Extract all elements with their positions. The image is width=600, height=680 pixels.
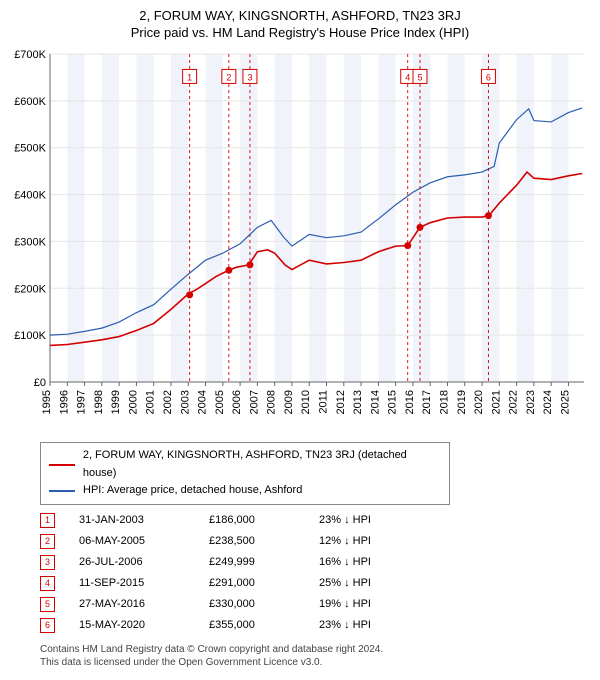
svg-text:2018: 2018 [438,390,450,414]
svg-text:2011: 2011 [318,390,330,414]
sale-price: £186,000 [209,514,319,526]
chart-title: 2, FORUM WAY, KINGSNORTH, ASHFORD, TN23 … [6,8,594,23]
svg-text:1998: 1998 [93,390,105,414]
svg-text:2012: 2012 [335,390,347,414]
svg-text:2023: 2023 [525,390,537,414]
svg-text:2019: 2019 [456,390,468,414]
svg-text:£300K: £300K [14,236,46,248]
svg-text:2003: 2003 [179,390,191,414]
sale-hpi: 12% ↓ HPI [319,535,419,547]
svg-text:2006: 2006 [231,390,243,414]
sale-date: 06-MAY-2005 [79,535,209,547]
svg-text:2002: 2002 [162,390,174,414]
svg-text:2025: 2025 [559,390,571,414]
sale-marker-icon: 1 [40,513,55,528]
sales-row: 4 11-SEP-2015£291,00025% ↓ HPI [40,576,584,591]
sale-marker-icon: 6 [40,618,55,633]
sale-marker-icon: 4 [40,576,55,591]
legend-item: HPI: Average price, detached house, Ashf… [49,482,441,500]
svg-text:2020: 2020 [473,390,485,414]
svg-text:£200K: £200K [14,283,46,295]
svg-text:2004: 2004 [197,390,209,414]
svg-text:2014: 2014 [369,390,381,414]
chart-container: { "title": "2, FORUM WAY, KINGSNORTH, AS… [0,0,600,678]
chart-subtitle: Price paid vs. HM Land Registry's House … [6,25,594,40]
legend-item: 2, FORUM WAY, KINGSNORTH, ASHFORD, TN23 … [49,447,441,482]
svg-text:1995: 1995 [41,390,53,414]
sale-date: 27-MAY-2016 [79,598,209,610]
sale-price: £238,500 [209,535,319,547]
sales-row: 6 15-MAY-2020£355,00023% ↓ HPI [40,618,584,633]
sale-hpi: 23% ↓ HPI [319,514,419,526]
svg-text:1: 1 [187,72,192,82]
svg-text:£100K: £100K [14,330,46,342]
sales-table: 131-JAN-2003£186,00023% ↓ HPI206-MAY-200… [40,513,584,633]
svg-text:2017: 2017 [421,390,433,414]
svg-text:2005: 2005 [214,390,226,414]
svg-text:4: 4 [405,72,410,82]
footnote-line: Contains HM Land Registry data © Crown c… [40,643,584,657]
sale-price: £249,999 [209,556,319,568]
svg-text:2021: 2021 [490,390,502,414]
svg-text:2016: 2016 [404,390,416,414]
svg-text:2024: 2024 [542,390,554,414]
svg-text:£400K: £400K [14,190,46,202]
svg-text:6: 6 [486,72,491,82]
footnote-line: This data is licensed under the Open Gov… [40,656,584,670]
svg-text:2008: 2008 [266,390,278,414]
svg-text:2001: 2001 [145,390,157,414]
svg-text:2000: 2000 [127,390,139,414]
footnote: Contains HM Land Registry data © Crown c… [40,643,584,670]
sale-date: 31-JAN-2003 [79,514,209,526]
sale-price: £291,000 [209,577,319,589]
legend-swatch [49,464,75,466]
sale-marker-icon: 2 [40,534,55,549]
svg-text:2009: 2009 [283,390,295,414]
legend: 2, FORUM WAY, KINGSNORTH, ASHFORD, TN23 … [40,442,450,505]
sales-row: 2 06-MAY-2005£238,50012% ↓ HPI [40,534,584,549]
sale-hpi: 23% ↓ HPI [319,619,419,631]
sales-row: 3 26-JUL-2006£249,99916% ↓ HPI [40,555,584,570]
sale-hpi: 25% ↓ HPI [319,577,419,589]
sale-hpi: 19% ↓ HPI [319,598,419,610]
svg-text:1997: 1997 [76,390,88,414]
sale-date: 26-JUL-2006 [79,556,209,568]
legend-swatch [49,490,75,491]
svg-text:2015: 2015 [387,390,399,414]
svg-text:£0: £0 [34,377,46,389]
svg-text:2: 2 [226,72,231,82]
sale-marker-icon: 5 [40,597,55,612]
svg-text:1999: 1999 [110,390,122,414]
price-chart-svg: £0 £100K £200K £300K £400K £500K £600K £700K 199… [6,48,592,428]
legend-label: HPI: Average price, detached house, Ashf… [83,482,302,500]
legend-label: 2, FORUM WAY, KINGSNORTH, ASHFORD, TN23 … [83,447,441,482]
sale-price: £330,000 [209,598,319,610]
svg-text:5: 5 [417,72,422,82]
sale-marker-icon: 3 [40,555,55,570]
svg-text:2022: 2022 [508,390,520,414]
svg-text:£700K: £700K [14,49,46,61]
svg-text:2013: 2013 [352,390,364,414]
sales-row: 5 27-MAY-2016£330,00019% ↓ HPI [40,597,584,612]
svg-text:2007: 2007 [248,390,260,414]
sale-date: 11-SEP-2015 [79,577,209,589]
svg-text:£600K: £600K [14,96,46,108]
sales-row: 1 31-JAN-2003£186,00023% ↓ HPI [40,513,584,528]
chart-area: £0 £100K £200K £300K £400K £500K £600K £700K 199… [6,48,592,428]
sale-hpi: 16% ↓ HPI [319,556,419,568]
sale-price: £355,000 [209,619,319,631]
svg-text:£500K: £500K [14,143,46,155]
svg-text:2010: 2010 [300,390,312,414]
svg-text:1996: 1996 [58,390,70,414]
sale-date: 15-MAY-2020 [79,619,209,631]
svg-text:3: 3 [247,72,252,82]
